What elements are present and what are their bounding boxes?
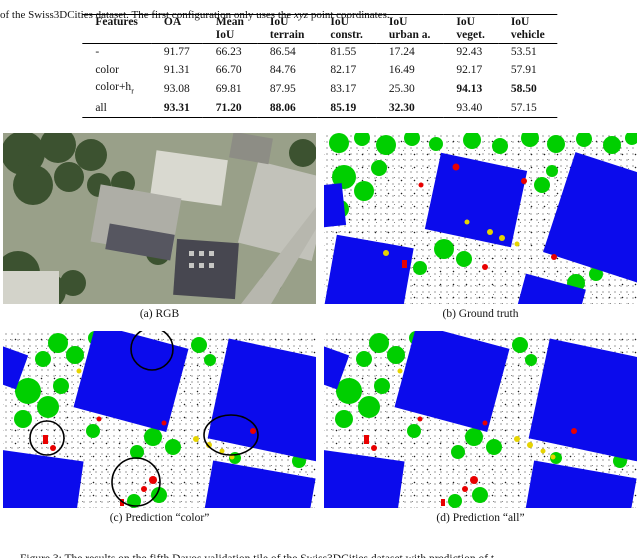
- urban-asset-points: [383, 219, 520, 256]
- vehicle-points: [43, 416, 256, 506]
- prediction-all-graphic: [324, 331, 637, 508]
- metric-value-cell: 66.70: [215, 63, 242, 76]
- metric-value-cell: 82.17: [330, 63, 357, 76]
- metric-value-cell: 81.55: [330, 46, 357, 58]
- metric-value-cell: 92.17: [456, 63, 483, 76]
- feature-name-cell: color: [95, 63, 119, 76]
- figure-caption: Figure 3: The results on the fifth Davos…: [20, 553, 632, 558]
- table-body: - 91.77 66.23 86.54 81.55 17.24 92.43 53.51 colo…: [82, 44, 557, 118]
- subcaption-c: (c) Prediction “color”: [109, 512, 210, 524]
- subcaption-a: (a) RGB: [139, 308, 180, 320]
- metric-value-cell: 32.30: [388, 101, 415, 114]
- table-header-row: Features OA Mean IoU IoU terrain IoU constr. IoU…: [82, 15, 558, 44]
- urban-asset-points: [76, 368, 235, 460]
- column-header: IoU urban a.: [388, 16, 431, 41]
- building-windows: [189, 251, 214, 268]
- prediction-color-graphic: [3, 331, 316, 508]
- metric-value-cell: 53.51: [510, 46, 537, 58]
- subcaption-b: (b) Ground truth: [442, 308, 519, 320]
- metric-value-cell: 83.17: [330, 82, 357, 95]
- metric-value-cell: 93.31: [163, 101, 190, 114]
- ground-truth-graphic: [324, 133, 637, 304]
- metric-value-cell: 84.76: [269, 63, 296, 76]
- road-region: [241, 207, 316, 304]
- metric-value-cell: 69.81: [215, 82, 242, 95]
- metric-value-cell: 57.91: [510, 63, 537, 76]
- metric-value-cell: 93.40: [456, 101, 483, 114]
- rgb-image-graphic: [3, 133, 316, 304]
- vehicle-points: [402, 163, 557, 270]
- metric-value-cell: 92.43: [456, 46, 483, 58]
- metric-value-cell: 71.20: [215, 101, 242, 114]
- column-header: IoU veget.: [456, 16, 485, 41]
- column-header: IoU vehicle: [510, 16, 545, 41]
- table-row: all 93.31 71.20 88.06 85.19 32.30 93.40 57.15: [82, 100, 557, 118]
- column-header: IoU constr.: [330, 16, 363, 41]
- metric-value-cell: 58.50: [510, 82, 537, 95]
- figure-d: (d) Prediction “all”: [324, 331, 637, 524]
- metric-value-cell: 87.95: [269, 82, 296, 95]
- building-regions: [3, 331, 316, 508]
- prediction-all-image: [324, 331, 637, 508]
- error-annotation-circles: [29, 331, 259, 507]
- feature-name-cell: -: [95, 46, 100, 58]
- metric-value-cell: 66.23: [215, 46, 242, 58]
- column-header: Features: [95, 16, 138, 28]
- ground-truth-image: [324, 133, 637, 304]
- figure-c: (c) Prediction “color”: [3, 331, 316, 524]
- feature-name-cell: all: [95, 101, 107, 114]
- subcaption-d: (d) Prediction “all”: [436, 512, 525, 524]
- column-header: IoU terrain: [269, 16, 305, 41]
- results-table: Features OA Mean IoU IoU terrain IoU constr. IoU…: [82, 14, 558, 119]
- metric-value-cell: 93.08: [163, 82, 190, 95]
- table-row: color+hr 93.08 69.81 87.95 83.17 25.30 94.13 58…: [82, 79, 557, 100]
- metric-value-cell: 88.06: [269, 101, 296, 114]
- metric-value-cell: 16.49: [388, 63, 415, 76]
- building-regions: [324, 152, 637, 304]
- table-header: Features OA Mean IoU IoU terrain IoU constr. IoU…: [82, 15, 558, 44]
- table-row: - 91.77 66.23 86.54 81.55 17.24 92.43 53.51: [82, 44, 557, 62]
- figure-b: (b) Ground truth: [324, 133, 637, 320]
- rgb-image: [3, 133, 316, 304]
- metric-value-cell: 86.54: [269, 46, 296, 58]
- metric-value-cell: 91.31: [163, 63, 190, 76]
- feature-name-cell: color+hr: [95, 81, 134, 96]
- column-header: Mean IoU: [215, 16, 244, 41]
- segmentation-scene: [3, 331, 316, 508]
- metric-value-cell: 25.30: [388, 82, 415, 95]
- metric-value-cell: 57.15: [510, 101, 537, 114]
- metric-value-cell: 91.77: [163, 46, 190, 58]
- table-row: color 91.31 66.70 84.76 82.17 16.49 92.17 57.91: [82, 62, 557, 80]
- column-header: OA: [163, 16, 182, 28]
- prediction-color-image: [3, 331, 316, 508]
- figure-a: (a) RGB: [3, 133, 316, 320]
- metric-value-cell: 85.19: [330, 101, 357, 114]
- metric-value-cell: 17.24: [388, 46, 415, 58]
- metric-value-cell: 94.13: [456, 82, 483, 95]
